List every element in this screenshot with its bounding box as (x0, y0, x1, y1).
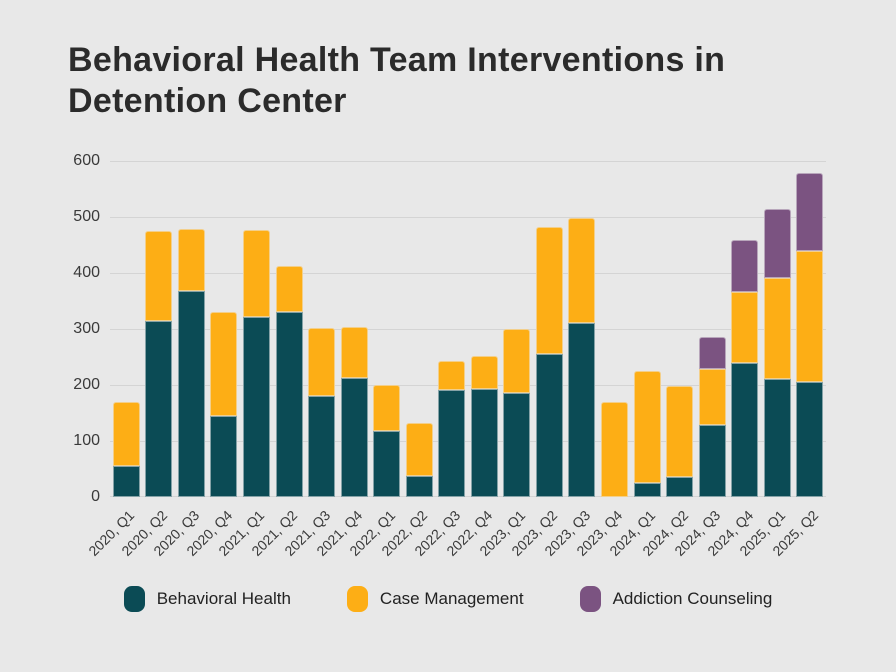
bar-segment-case-management (699, 369, 726, 425)
legend-item-addiction-counseling: Addiction Counseling (579, 586, 773, 612)
bar-segment-case-management (438, 361, 465, 390)
bar-segment-behavioral-health (568, 323, 595, 497)
bar-segment-case-management (536, 227, 563, 354)
gridline (110, 496, 826, 497)
legend-label: Addiction Counseling (612, 589, 773, 608)
legend-label: Case Management (379, 589, 524, 608)
legend-item-case-management: Case Management (346, 586, 524, 612)
bar-segment-case-management (666, 386, 693, 477)
bar-segment-behavioral-health (666, 477, 693, 497)
gridline (110, 273, 826, 274)
gridline (110, 441, 826, 442)
y-axis-tick-label: 0 (91, 488, 100, 505)
bar-segment-behavioral-health (699, 425, 726, 497)
bar-segment-behavioral-health (210, 416, 237, 497)
legend-item-behavioral-health: Behavioral Health (123, 586, 291, 612)
bar-segment-behavioral-health (796, 382, 823, 497)
bar-segment-behavioral-health (243, 317, 270, 497)
bar-segment-behavioral-health (145, 321, 172, 497)
y-axis-tick-label: 200 (73, 376, 100, 393)
legend-label: Behavioral Health (156, 589, 291, 608)
bar-segment-behavioral-health (373, 431, 400, 497)
bar-segment-addiction-counseling (731, 240, 758, 292)
bar-segment-case-management (113, 402, 140, 466)
bar-segment-addiction-counseling (699, 337, 726, 369)
bar-segment-addiction-counseling (764, 209, 791, 278)
bar-segment-case-management (341, 327, 368, 378)
case-management-swatch-icon (346, 586, 368, 612)
bar-segment-behavioral-health (113, 466, 140, 497)
bar-segment-behavioral-health (178, 291, 205, 497)
gridline (110, 161, 826, 162)
gridline (110, 385, 826, 386)
bar-segment-case-management (243, 230, 270, 317)
bar-segment-case-management (634, 371, 661, 483)
bar-segment-case-management (145, 231, 172, 321)
bar-segment-behavioral-health (406, 476, 433, 497)
x-axis: 2020, Q1 2020, Q2 2020, Q3 2020, Q4 2021, Q1… (85, 497, 826, 577)
bar-segment-case-management (503, 329, 530, 393)
bar-segment-case-management (796, 251, 823, 382)
bar-segment-case-management (568, 218, 595, 323)
bar-segment-case-management (764, 278, 791, 379)
y-axis-tick-label: 500 (73, 208, 100, 225)
bar-segment-behavioral-health (341, 378, 368, 497)
bar-segment-case-management (601, 402, 628, 497)
bar-segment-behavioral-health (634, 483, 661, 497)
bar-segment-behavioral-health (503, 393, 530, 497)
plot-area (110, 161, 826, 497)
behavioral-health-swatch-icon (123, 586, 145, 612)
bar-segment-addiction-counseling (796, 173, 823, 251)
bar-segment-behavioral-health (308, 396, 335, 497)
y-axis-tick-label: 100 (73, 432, 100, 449)
chart-legend: Behavioral Health Case Management Addict… (0, 586, 896, 612)
bar-segment-case-management (276, 266, 303, 312)
bar-segment-case-management (210, 312, 237, 416)
addiction-counseling-swatch-icon (579, 586, 601, 612)
y-axis-tick-label: 600 (73, 152, 100, 169)
bar-segment-behavioral-health (276, 312, 303, 497)
bar-segment-behavioral-health (438, 390, 465, 497)
bar-segment-behavioral-health (731, 363, 758, 497)
bar-segment-behavioral-health (764, 379, 791, 497)
chart-title: Behavioral Health Team Interventions in … (68, 41, 726, 120)
bar-segment-case-management (178, 229, 205, 291)
gridline (110, 329, 826, 330)
bar-segment-case-management (471, 356, 498, 389)
y-axis: 0 100 200 300 400 500 600 (0, 152, 100, 505)
y-axis-tick-label: 400 (73, 264, 100, 281)
gridline (110, 217, 826, 218)
bar-segment-case-management (308, 328, 335, 396)
bar-segment-case-management (406, 423, 433, 476)
y-axis-tick-label: 300 (73, 320, 100, 337)
bar-segment-behavioral-health (471, 389, 498, 497)
bar-segment-case-management (373, 385, 400, 431)
bar-segment-case-management (731, 292, 758, 363)
bar-segment-behavioral-health (536, 354, 563, 497)
